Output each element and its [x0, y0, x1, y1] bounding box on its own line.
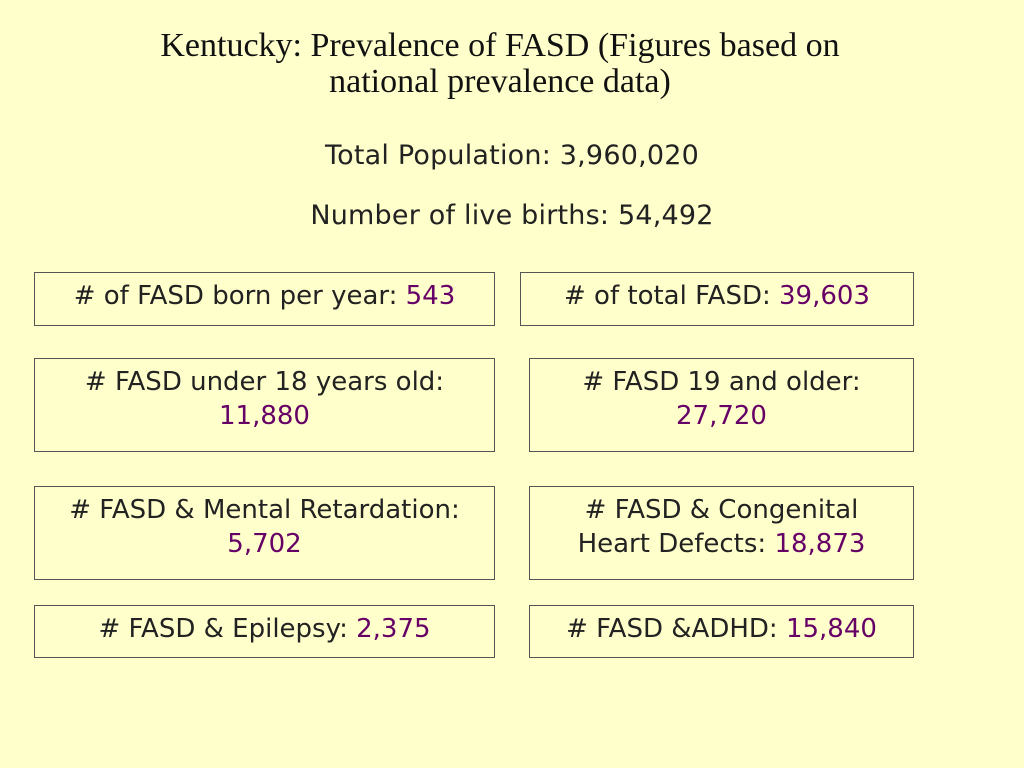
heart-defects-label-line-1: # FASD & Congenital [584, 495, 859, 525]
heart-defects-box: # FASD & Congenital Heart Defects: 18,87… [529, 486, 914, 580]
mental-retardation-box: # FASD & Mental Retardation: 5,702 [34, 486, 495, 580]
slide-title: Kentucky: Prevalence of FASD (Figures ba… [60, 28, 940, 100]
mental-retardation-label: # FASD & Mental Retardation: [69, 495, 460, 525]
epilepsy-value: 2,375 [356, 614, 431, 644]
under-18-label: # FASD under 18 years old: [84, 367, 445, 397]
total-fasd-label: # of total FASD: [564, 281, 771, 311]
heart-defects-value: 18,873 [774, 529, 866, 559]
total-population: Total Population: 3,960,020 [325, 140, 699, 171]
mental-retardation-value: 5,702 [227, 529, 302, 559]
under-18-value: 11,880 [219, 401, 310, 431]
live-births: Number of live births: 54,492 [310, 200, 714, 231]
slide-title-line-2: national prevalence data) [329, 63, 671, 100]
born-per-year-value: 543 [405, 281, 456, 311]
adhd-label: # FASD &ADHD: [566, 614, 778, 644]
slide-title-line-1: Kentucky: Prevalence of FASD (Figures ba… [160, 27, 840, 64]
under-18-box: # FASD under 18 years old: 11,880 [34, 358, 495, 452]
epilepsy-label: # FASD & Epilepsy: [98, 614, 348, 644]
born-per-year-box: # of FASD born per year: 543 [34, 272, 495, 326]
adhd-value: 15,840 [785, 614, 877, 644]
total-fasd-box: # of total FASD: 39,603 [520, 272, 914, 326]
born-per-year-label: # of FASD born per year: [73, 281, 398, 311]
over-19-value: 27,720 [676, 401, 767, 431]
epilepsy-box: # FASD & Epilepsy: 2,375 [34, 605, 495, 658]
over-19-box: # FASD 19 and older: 27,720 [529, 358, 914, 452]
heart-defects-label-line-2: Heart Defects: [577, 529, 767, 559]
total-fasd-value: 39,603 [779, 281, 870, 311]
over-19-label: # FASD 19 and older: [582, 367, 861, 397]
adhd-box: # FASD &ADHD: 15,840 [529, 605, 914, 658]
